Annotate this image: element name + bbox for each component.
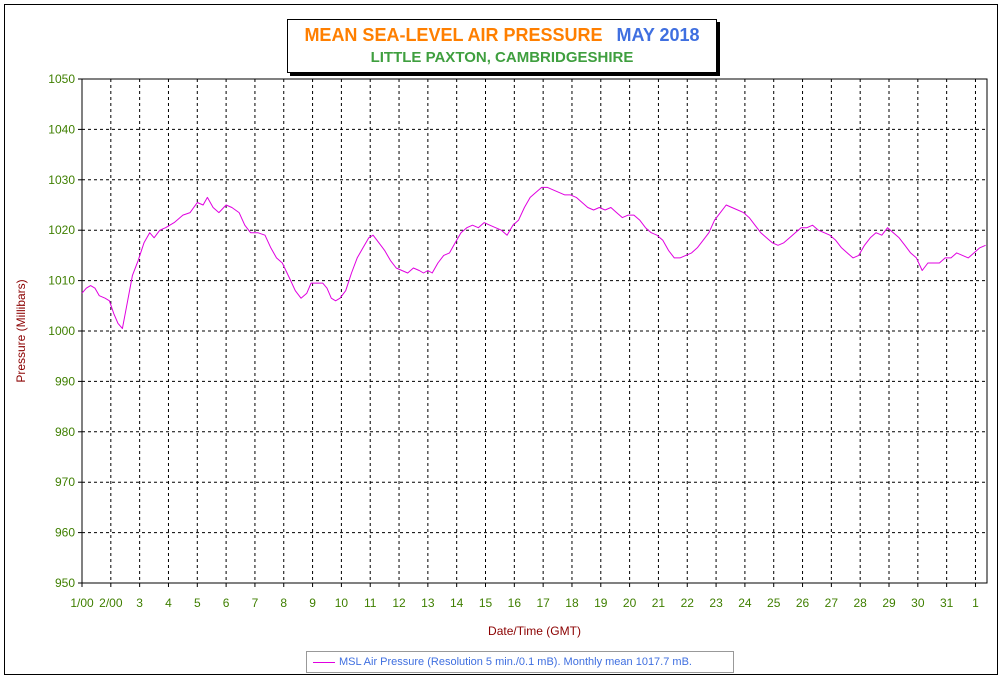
x-tick-label: 12: [392, 596, 406, 610]
plot-area: 9509609709809901000101010201030104010501…: [48, 72, 988, 610]
x-tick-label: 11: [364, 596, 377, 610]
chart-subtitle: LITTLE PAXTON, CAMBRIDGESHIRE: [370, 49, 634, 66]
y-tick-label: 1040: [48, 122, 75, 136]
x-tick-label: 20: [623, 596, 637, 610]
x-tick-label: 1: [972, 596, 979, 610]
x-tick-label: 23: [709, 596, 723, 610]
x-tick-label: 15: [479, 596, 493, 610]
x-tick-label: 3: [136, 596, 143, 610]
x-tick-label: 19: [594, 596, 608, 610]
x-tick-label: 13: [421, 596, 435, 610]
y-tick-label: 960: [55, 526, 75, 540]
legend: MSL Air Pressure (Resolution 5 min./0.1 …: [306, 651, 734, 673]
x-tick-label: 4: [165, 596, 172, 610]
y-tick-label: 1010: [48, 274, 75, 288]
x-tick-label: 17: [536, 596, 550, 610]
y-tick-label: 950: [55, 576, 75, 590]
x-axis-label: Date/Time (GMT): [488, 624, 581, 638]
plot-border: [81, 78, 988, 584]
legend-text: MSL Air Pressure (Resolution 5 min./0.1 …: [339, 656, 692, 668]
y-tick-label: 970: [55, 475, 75, 489]
x-tick-label: 24: [738, 596, 752, 610]
x-tick-label: 30: [911, 596, 925, 610]
title-line: MEAN SEA-LEVEL AIR PRESSURE MAY 2018: [288, 25, 716, 46]
x-tick-label: 5: [194, 596, 201, 610]
x-tick-label: 2/00: [99, 596, 123, 610]
chart-title: MEAN SEA-LEVEL AIR PRESSURE: [304, 25, 603, 45]
x-tick-label: 1/00: [70, 596, 94, 610]
x-tick-label: 9: [309, 596, 316, 610]
x-tick-label: 18: [565, 596, 579, 610]
y-tick-label: 1020: [48, 223, 75, 237]
x-tick-label: 16: [508, 596, 522, 610]
title-box: MEAN SEA-LEVEL AIR PRESSURE MAY 2018 LITT…: [287, 19, 717, 73]
x-tick-label: 14: [450, 596, 464, 610]
x-tick-label: 22: [681, 596, 695, 610]
x-tick-label: 6: [223, 596, 230, 610]
x-tick-label: 26: [796, 596, 810, 610]
chart-month: MAY 2018: [616, 25, 700, 45]
y-axis-label: Pressure (Millibars): [14, 279, 28, 382]
x-tick-label: 21: [652, 596, 666, 610]
x-tick-label: 7: [252, 596, 259, 610]
x-tick-label: 31: [940, 596, 954, 610]
x-tick-label: 29: [882, 596, 896, 610]
pressure-series-line: [81, 186, 986, 329]
chart-frame: [4, 4, 998, 675]
x-tick-label: 27: [825, 596, 839, 610]
y-tick-label: 1030: [48, 173, 75, 187]
x-tick-label: 25: [767, 596, 781, 610]
y-tick-label: 980: [55, 425, 75, 439]
x-tick-label: 8: [280, 596, 287, 610]
y-tick-label: 990: [55, 374, 75, 388]
legend-line-swatch: [313, 661, 335, 663]
x-tick-label: 10: [335, 596, 349, 610]
y-tick-label: 1000: [48, 324, 75, 338]
y-tick-label: 1050: [48, 72, 75, 86]
x-tick-label: 28: [854, 596, 868, 610]
